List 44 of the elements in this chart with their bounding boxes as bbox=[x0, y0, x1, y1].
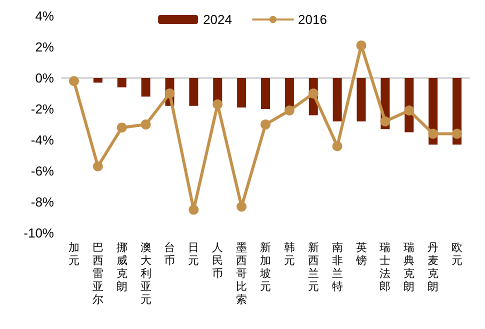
legend-label: 2016 bbox=[298, 12, 327, 27]
x-tick-label: 瑞典克朗 bbox=[404, 241, 415, 293]
x-tick-label: 瑞士法郎 bbox=[380, 241, 391, 293]
x-tick-label: 新加坡元 bbox=[259, 241, 271, 293]
x-tick-label: 丹麦克朗 bbox=[428, 241, 439, 293]
point bbox=[92, 161, 103, 172]
point bbox=[452, 128, 462, 139]
x-tick-label: 英镑 bbox=[354, 241, 367, 267]
point bbox=[332, 141, 342, 152]
x-tick-label: 人民币 bbox=[212, 241, 224, 280]
y-tick-label: 2% bbox=[35, 40, 54, 54]
x-tick-label: 新西兰元 bbox=[308, 241, 319, 293]
x-tick-label: 加元 bbox=[68, 241, 80, 267]
point bbox=[308, 88, 318, 98]
x-tick-label: 日元 bbox=[188, 241, 200, 267]
x-tick-label: 韩元 bbox=[284, 241, 295, 267]
point bbox=[428, 128, 438, 139]
point bbox=[188, 204, 199, 215]
x-tick-label: 巴西雷亚尔 bbox=[92, 241, 104, 306]
point bbox=[140, 120, 151, 130]
point bbox=[260, 120, 270, 130]
point bbox=[236, 202, 247, 212]
point bbox=[68, 76, 79, 86]
y-tick-label: -4% bbox=[30, 132, 54, 148]
y-tick-label: 4% bbox=[35, 8, 54, 24]
x-tick-label: 南非兰特 bbox=[332, 241, 343, 293]
point bbox=[380, 116, 390, 126]
y-tick-label: -10% bbox=[24, 226, 54, 240]
y-tick-label: -8% bbox=[30, 194, 54, 210]
y-tick-label: -2% bbox=[30, 102, 54, 116]
point bbox=[284, 106, 294, 116]
x-tick-label: 澳大利亚元 bbox=[140, 241, 152, 306]
x-tick-label: 墨西哥比索 bbox=[236, 241, 248, 306]
y-tick-label: -6% bbox=[30, 164, 54, 178]
y-tick-label: 0% bbox=[35, 70, 54, 86]
point bbox=[356, 40, 366, 50]
point bbox=[212, 99, 223, 110]
x-tick-label: 挪威克朗 bbox=[116, 241, 128, 293]
point bbox=[116, 122, 127, 133]
legend-label: 2024 bbox=[203, 12, 232, 27]
point bbox=[164, 88, 175, 98]
point bbox=[404, 106, 414, 116]
x-tick-label: 台币 bbox=[164, 241, 176, 267]
x-tick-label: 欧元 bbox=[452, 241, 463, 267]
